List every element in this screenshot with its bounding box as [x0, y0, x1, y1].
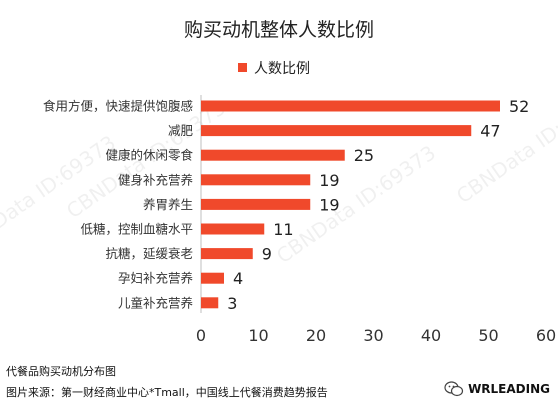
data-label: 52 [509, 97, 529, 116]
category-label: 健身补充营养 [118, 172, 193, 187]
category-label: 食用方便，快速提供饱腹感 [43, 99, 193, 114]
x-tick-label: 30 [363, 326, 383, 345]
category-label: 孕妇补充营养 [118, 271, 193, 286]
bar [201, 125, 472, 137]
x-tick-label: 50 [478, 326, 498, 345]
brand-name: WRLEADING [468, 382, 550, 396]
data-label: 25 [354, 146, 374, 165]
bar [201, 223, 265, 235]
x-tick-label: 20 [306, 326, 326, 345]
bar [201, 149, 345, 161]
x-tick-label: 0 [196, 326, 206, 345]
bar [201, 174, 311, 186]
chart-title: 购买动机整体人数比例 [184, 19, 374, 41]
category-label: 健康的休闲零食 [105, 148, 193, 163]
bar [201, 272, 224, 284]
bar [201, 248, 253, 260]
data-label: 19 [319, 171, 339, 190]
data-label: 9 [262, 245, 272, 264]
category-label: 减肥 [168, 123, 194, 138]
data-label: 4 [233, 269, 243, 288]
bar [201, 198, 311, 210]
figure-caption: 代餐品购买动机分布图 [6, 365, 116, 378]
data-label: 3 [227, 294, 237, 313]
bar [201, 297, 219, 309]
category-label: 抗糖，延缓衰老 [105, 246, 193, 261]
data-label: 47 [480, 122, 500, 141]
figure-source: 图片来源：第一财经商业中心*Tmall，中国线上代餐消费趋势报告 [6, 386, 328, 399]
x-tick-label: 10 [248, 326, 268, 345]
category-label: 养胃养生 [143, 197, 193, 212]
data-label: 19 [319, 195, 339, 214]
category-label: 儿童补充营养 [118, 295, 193, 310]
legend-label: 人数比例 [254, 61, 310, 77]
category-label: 低糖，控制血糖水平 [80, 222, 193, 237]
data-label: 11 [273, 220, 293, 239]
legend: 人数比例 [238, 61, 310, 77]
brand-badge: WRLEADING [444, 381, 550, 397]
legend-swatch [238, 63, 247, 72]
x-tick-label: 60 [536, 326, 556, 345]
wechat-icon [444, 381, 464, 397]
x-tick-label: 40 [421, 326, 441, 345]
bar [201, 100, 500, 112]
watermark-text: CBNData ID:69373 [452, 80, 558, 208]
plot-area: 食用方便，快速提供饱腹感 52 减肥 47 健康的休闲零食 25 健身补充营养 19 养胃养生 1… [43, 95, 556, 345]
